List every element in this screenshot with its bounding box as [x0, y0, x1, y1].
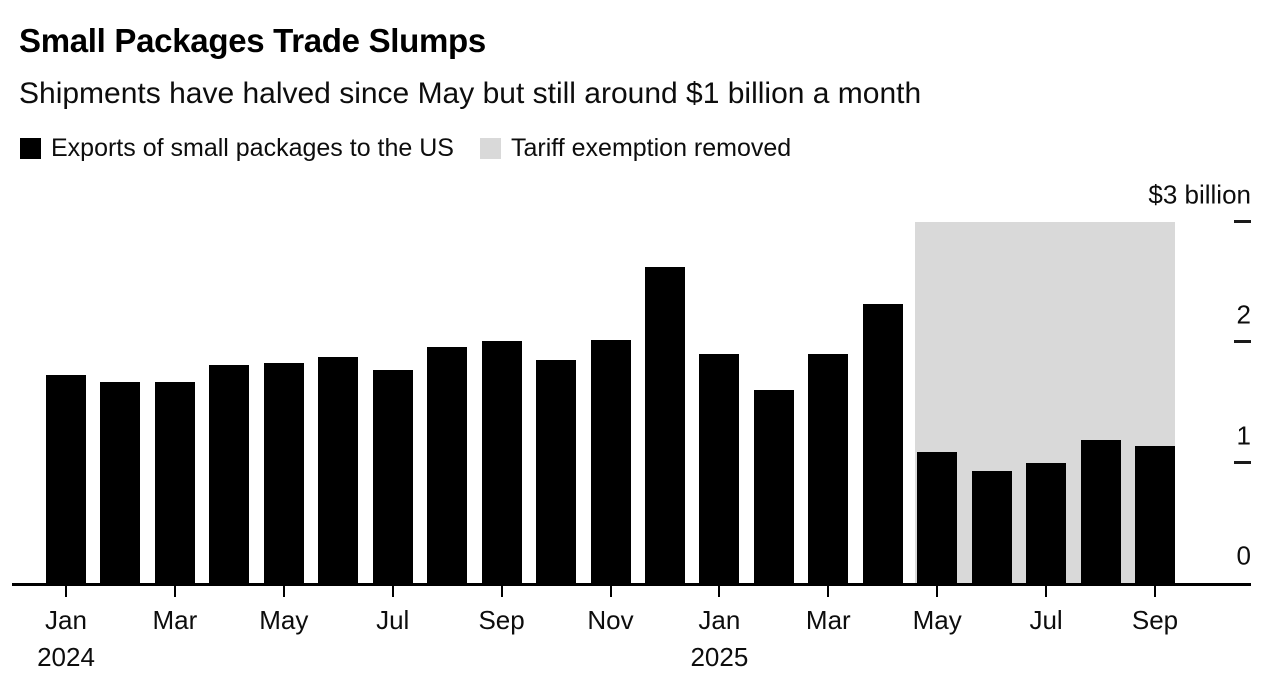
- bar-mar-2024: [154, 382, 195, 583]
- x-tick-sep-2024: [500, 584, 503, 597]
- bar-apr-2025: [862, 303, 903, 583]
- bar-sep-2024: [481, 341, 522, 583]
- x-tick-jul-2024: [391, 584, 394, 597]
- bar-nov-2024: [590, 339, 631, 583]
- bar-mar-2025: [808, 354, 849, 583]
- bar-aug-2025: [1080, 439, 1121, 583]
- chart-title: Small Packages Trade Slumps: [19, 22, 486, 59]
- x-tick-may-2024: [282, 584, 285, 597]
- tariff-swatch-icon: [479, 138, 501, 159]
- x-label-sep-2024: Sep: [478, 605, 525, 635]
- x-label-mar-2024: Mar: [152, 605, 198, 635]
- x-tick-jan-2024: [65, 584, 67, 597]
- x-label-jan-2024: Jan: [45, 605, 87, 635]
- year-label-2025: 2025: [690, 642, 749, 672]
- legend: Exports of small packages to the US Tari…: [20, 134, 791, 163]
- x-axis-line: [12, 583, 1251, 586]
- y-label-2: 2: [1236, 299, 1251, 330]
- year-label-2024: 2024: [37, 642, 95, 672]
- bar-jan-2025: [699, 354, 740, 583]
- bar-may-2025: [917, 451, 958, 583]
- y-label-1: 1: [1236, 420, 1251, 451]
- x-label-jul-2025: Jul: [1029, 605, 1063, 635]
- bar-feb-2024: [100, 382, 141, 583]
- x-tick-mar-2024: [173, 584, 176, 597]
- bar-oct-2024: [536, 360, 577, 583]
- x-label-jan-2025: Jan: [698, 605, 741, 635]
- x-label-may-2024: May: [259, 605, 309, 635]
- bar-jun-2025: [971, 471, 1012, 583]
- y-tick-2: [1234, 340, 1251, 344]
- y-tick-3: [1234, 220, 1251, 223]
- bar-aug-2024: [427, 347, 468, 583]
- x-tick-mar-2025: [827, 584, 830, 597]
- x-label-sep-2025: Sep: [1131, 605, 1179, 635]
- bar-jan-2024: [46, 374, 86, 583]
- bar-sep-2025: [1135, 445, 1175, 583]
- y-label-3: $3 billion: [1148, 179, 1251, 210]
- legend-item-exports-label: Exports of small packages to the US: [51, 134, 454, 162]
- bar-jul-2025: [1026, 462, 1067, 583]
- x-label-may-2025: May: [912, 605, 962, 635]
- bar-dec-2024: [644, 266, 685, 583]
- bar-jul-2024: [372, 370, 413, 583]
- x-tick-jul-2025: [1045, 584, 1048, 597]
- legend-item-exports: Exports of small packages to the US: [20, 134, 454, 163]
- y-tick-1: [1234, 460, 1251, 464]
- legend-item-tariff-label: Tariff exemption removed: [510, 134, 792, 162]
- bar-may-2024: [263, 362, 304, 583]
- x-label-nov-2024: Nov: [587, 605, 634, 635]
- x-label-jul-2024: Jul: [376, 605, 410, 635]
- x-label-mar-2025: Mar: [805, 605, 851, 635]
- legend-item-tariff: Tariff exemption removed: [479, 134, 792, 163]
- exports-swatch-icon: [20, 138, 41, 159]
- bar-jun-2024: [318, 356, 359, 583]
- bar-feb-2025: [753, 390, 794, 583]
- bar-apr-2024: [209, 365, 250, 583]
- x-tick-sep-2025: [1154, 584, 1156, 597]
- x-tick-nov-2024: [609, 584, 612, 597]
- y-label-0: 0: [1236, 540, 1251, 571]
- chart-subtitle: Shipments have halved since May but stil…: [19, 77, 922, 110]
- x-tick-may-2025: [936, 584, 939, 597]
- x-tick-jan-2025: [718, 584, 721, 597]
